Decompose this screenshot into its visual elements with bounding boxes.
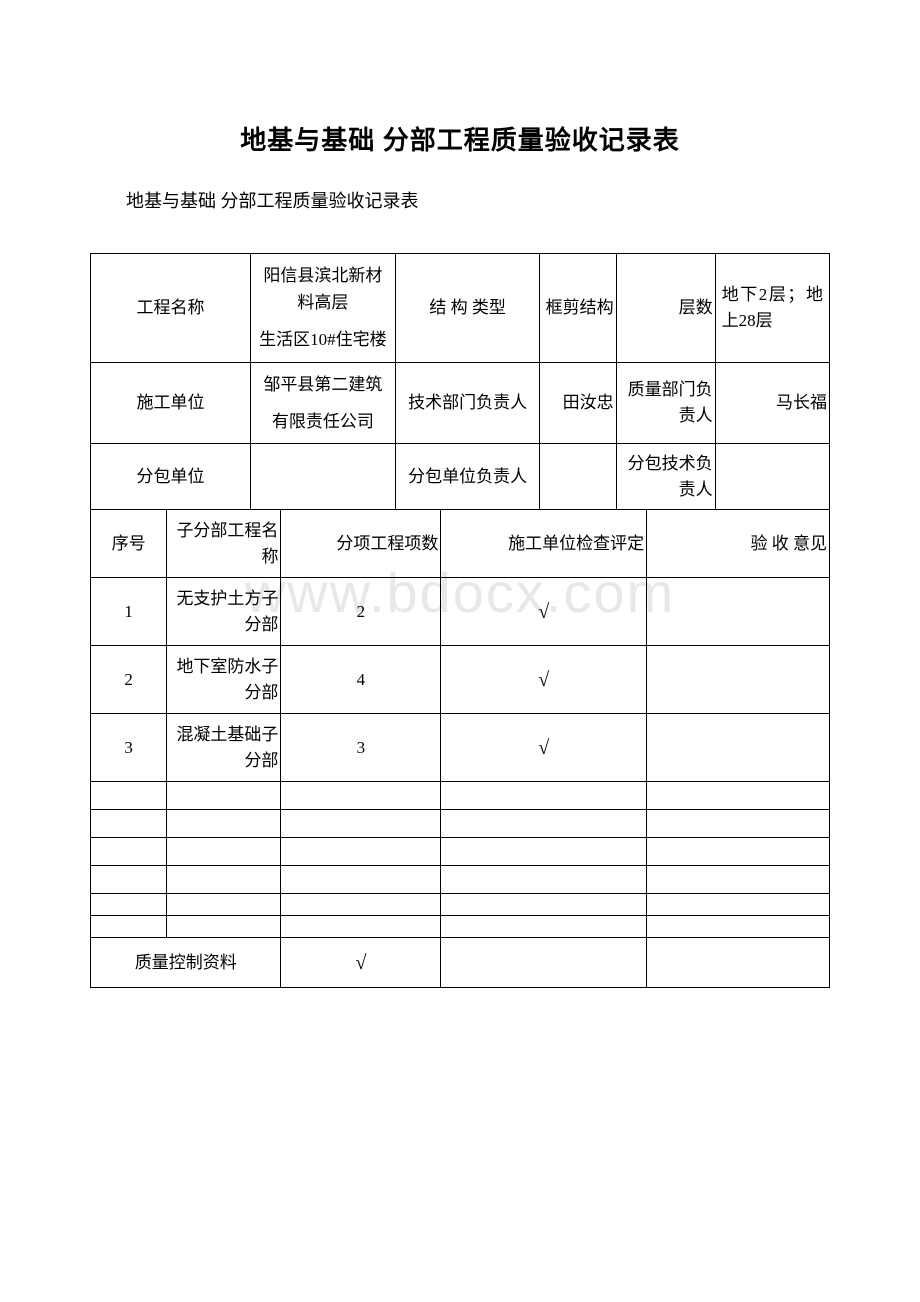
contractor-label: 施工单位 bbox=[91, 362, 251, 443]
seq-cell: 2 bbox=[91, 646, 167, 714]
empty-row bbox=[91, 894, 830, 916]
tech-leader-value: 田汝忠 bbox=[540, 362, 616, 443]
col-check: 施工单位检查评定 bbox=[441, 510, 647, 578]
empty-row bbox=[91, 838, 830, 866]
page-subtitle: 地基与基础 分部工程质量验收记录表 bbox=[90, 187, 830, 213]
quality-control-empty2 bbox=[647, 938, 830, 988]
name-cell: 地下室防水子分部 bbox=[167, 646, 281, 714]
name-cell: 无支护土方子分部 bbox=[167, 578, 281, 646]
subcontractor-value bbox=[250, 443, 395, 510]
header-row-project: 工程名称 阳信县滨北新材料高层 生活区10#住宅楼 结 构 类型 框剪结构 层数… bbox=[91, 254, 830, 363]
sub-leader-label: 分包单位负责人 bbox=[395, 443, 540, 510]
table-row: 3 混凝土基础子分部 3 √ bbox=[91, 714, 830, 782]
column-header-row: 序号 子分部工程名称 分项工程项数 施工单位检查评定 验 收 意见 bbox=[91, 510, 830, 578]
floors-value: 地下2层；地上28层 bbox=[715, 254, 829, 363]
structure-type-value: 框剪结构 bbox=[540, 254, 616, 363]
empty-row bbox=[91, 782, 830, 810]
quality-control-empty1 bbox=[441, 938, 647, 988]
quality-control-check: √ bbox=[281, 938, 441, 988]
col-opinion: 验 收 意见 bbox=[647, 510, 830, 578]
empty-row bbox=[91, 916, 830, 938]
contractor-value: 邹平县第二建筑 有限责任公司 bbox=[250, 362, 395, 443]
sub-tech-value bbox=[715, 443, 829, 510]
col-seq: 序号 bbox=[91, 510, 167, 578]
header-row-contractor: 施工单位 邹平县第二建筑 有限责任公司 技术部门负责人 田汝忠 质量部门负责人 … bbox=[91, 362, 830, 443]
check-cell: √ bbox=[441, 646, 647, 714]
opinion-cell bbox=[647, 714, 830, 782]
empty-row bbox=[91, 810, 830, 838]
quality-control-row: 质量控制资料 √ bbox=[91, 938, 830, 988]
page-title: 地基与基础 分部工程质量验收记录表 bbox=[90, 120, 830, 157]
opinion-cell bbox=[647, 578, 830, 646]
name-cell: 混凝土基础子分部 bbox=[167, 714, 281, 782]
sub-tech-label: 分包技术负责人 bbox=[616, 443, 715, 510]
table-row: 1 无支护土方子分部 2 √ bbox=[91, 578, 830, 646]
header-row-subcontractor: 分包单位 分包单位负责人 分包技术负责人 bbox=[91, 443, 830, 510]
table-row: 2 地下室防水子分部 4 √ bbox=[91, 646, 830, 714]
opinion-cell bbox=[647, 646, 830, 714]
subcontractor-label: 分包单位 bbox=[91, 443, 251, 510]
check-cell: √ bbox=[441, 578, 647, 646]
empty-row bbox=[91, 866, 830, 894]
col-itemcount: 分项工程项数 bbox=[281, 510, 441, 578]
col-subpart: 子分部工程名称 bbox=[167, 510, 281, 578]
quality-control-label: 质量控制资料 bbox=[91, 938, 281, 988]
structure-type-label: 结 构 类型 bbox=[395, 254, 540, 363]
project-name-label: 工程名称 bbox=[91, 254, 251, 363]
check-cell: √ bbox=[441, 714, 647, 782]
project-name-value: 阳信县滨北新材料高层 生活区10#住宅楼 bbox=[250, 254, 395, 363]
sub-leader-value bbox=[540, 443, 616, 510]
quality-leader-label: 质量部门负责人 bbox=[616, 362, 715, 443]
count-cell: 3 bbox=[281, 714, 441, 782]
seq-cell: 1 bbox=[91, 578, 167, 646]
tech-leader-label: 技术部门负责人 bbox=[395, 362, 540, 443]
floors-label: 层数 bbox=[616, 254, 715, 363]
count-cell: 2 bbox=[281, 578, 441, 646]
count-cell: 4 bbox=[281, 646, 441, 714]
quality-leader-value: 马长福 bbox=[715, 362, 829, 443]
seq-cell: 3 bbox=[91, 714, 167, 782]
inspection-table: 工程名称 阳信县滨北新材料高层 生活区10#住宅楼 结 构 类型 框剪结构 层数… bbox=[90, 253, 830, 988]
